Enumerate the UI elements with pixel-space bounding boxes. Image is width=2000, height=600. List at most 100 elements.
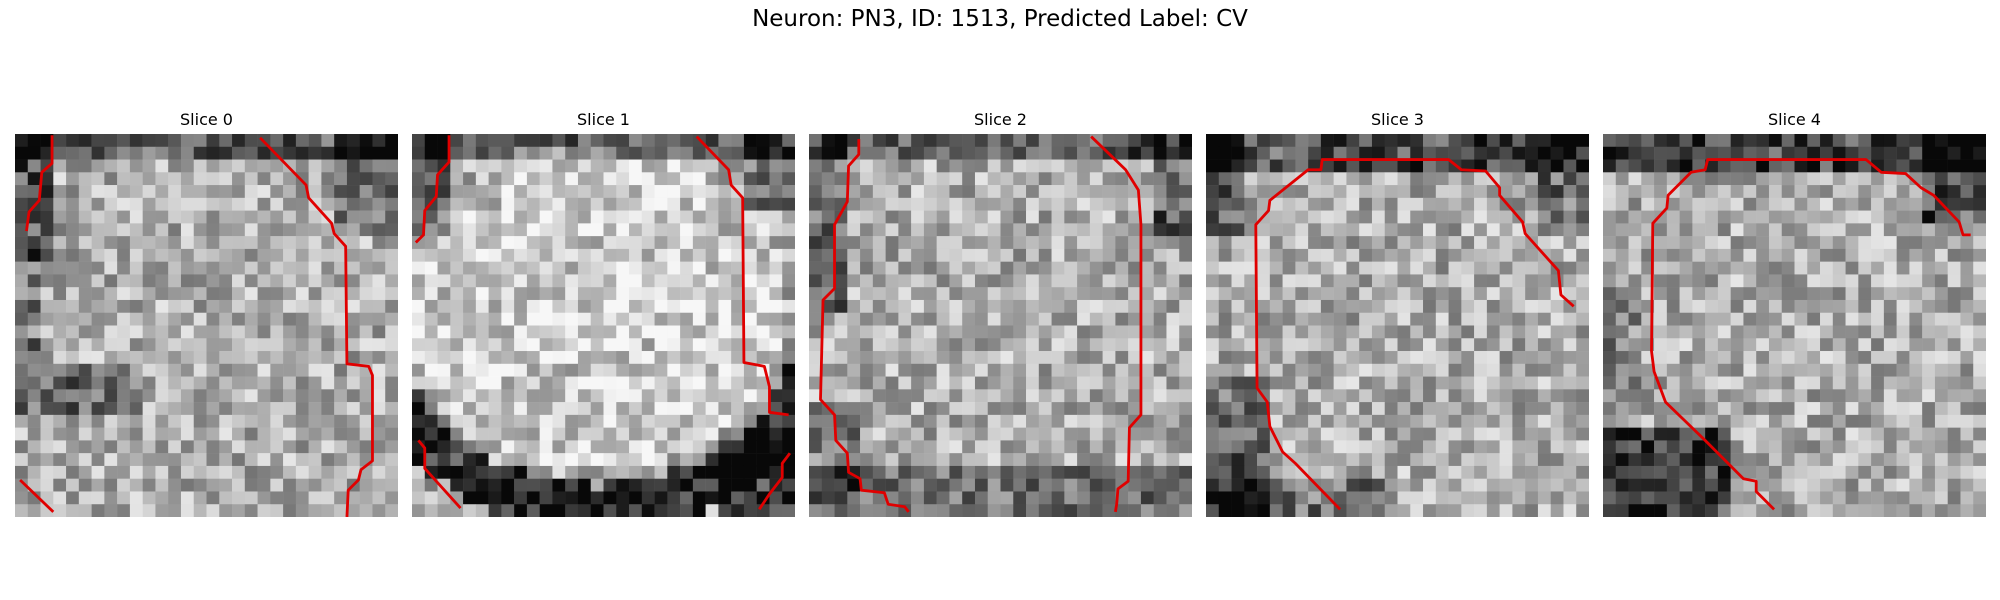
pixel [1064, 210, 1078, 224]
pixel [1947, 236, 1961, 250]
pixel [1666, 465, 1680, 479]
pixel [1743, 414, 1757, 428]
pixel [667, 287, 681, 301]
pixel [412, 504, 426, 517]
pixel [1064, 248, 1078, 262]
pixel [270, 172, 284, 186]
pixel [412, 338, 426, 352]
pixel [885, 338, 899, 352]
pixel [577, 325, 591, 339]
pixel [1461, 351, 1475, 365]
pixel [936, 402, 950, 416]
pixel [1845, 363, 1859, 377]
pixel [1320, 185, 1334, 199]
pixel [1794, 146, 1808, 160]
pixel [385, 261, 398, 275]
pixel [1666, 248, 1680, 262]
pixel [769, 440, 783, 454]
pixel [1499, 172, 1513, 186]
pixel [1641, 223, 1655, 237]
pixel [718, 478, 732, 492]
pixel [936, 453, 950, 467]
pixel [1896, 325, 1910, 339]
pixel [1166, 389, 1180, 403]
pixel [1499, 185, 1513, 199]
pixel [40, 274, 54, 288]
pixel [705, 351, 719, 365]
pixel [1051, 478, 1065, 492]
pixel [1231, 453, 1245, 467]
pixel [667, 210, 681, 224]
pixel [1486, 414, 1500, 428]
pixel [91, 197, 105, 211]
pixel [321, 440, 335, 454]
pixel [1051, 504, 1065, 517]
pixel [359, 325, 373, 339]
pixel [1320, 389, 1334, 403]
pixel [1934, 274, 1948, 288]
pixel [53, 453, 67, 467]
pixel [743, 159, 757, 173]
pixel [987, 146, 1001, 160]
pixel [641, 134, 655, 148]
pixel [1743, 389, 1757, 403]
pixel [552, 351, 566, 365]
pixel [1102, 210, 1116, 224]
pixel [1896, 465, 1910, 479]
pixel [1807, 274, 1821, 288]
pixel [1410, 159, 1424, 173]
pixel [206, 312, 220, 326]
pixel [180, 159, 194, 173]
pixel [514, 351, 528, 365]
pixel [78, 223, 92, 237]
pixel [705, 299, 719, 313]
slice-2-contours [819, 135, 1143, 513]
pixel [437, 440, 451, 454]
pixel [359, 210, 373, 224]
pixel [590, 325, 604, 339]
pixel [27, 389, 41, 403]
pixel [412, 197, 426, 211]
pixel [283, 427, 297, 441]
pixel [1166, 363, 1180, 377]
pixel [1794, 325, 1808, 339]
pixel [193, 185, 207, 199]
pixel [1166, 261, 1180, 275]
pixel [1461, 504, 1475, 517]
pixel [1845, 236, 1859, 250]
pixel [142, 210, 156, 224]
pixel [1537, 389, 1551, 403]
pixel [962, 351, 976, 365]
pixel [1077, 185, 1091, 199]
pixel [104, 248, 118, 262]
pixel [27, 172, 41, 186]
pixel [40, 172, 54, 186]
pixel [1206, 389, 1220, 403]
pixel [1269, 210, 1283, 224]
pixel [1051, 210, 1065, 224]
pixel [821, 478, 835, 492]
pixel [232, 363, 246, 377]
slice-1-image [412, 134, 795, 517]
pixel [168, 146, 182, 160]
pixel [372, 478, 386, 492]
pixel [731, 325, 745, 339]
pixel [295, 478, 309, 492]
pixel [1038, 402, 1052, 416]
pixel [936, 338, 950, 352]
pixel [1026, 172, 1040, 186]
pixel [1474, 261, 1488, 275]
pixel [1807, 197, 1821, 211]
pixel [180, 427, 194, 441]
pixel [1333, 159, 1347, 173]
pixel [1038, 172, 1052, 186]
pixel [412, 491, 426, 505]
pixel [463, 478, 477, 492]
pixel [603, 223, 617, 237]
pixel [1499, 440, 1513, 454]
pixel [1474, 146, 1488, 160]
pixel [424, 287, 438, 301]
pixel [718, 325, 732, 339]
pixel [385, 351, 398, 365]
pixel [743, 504, 757, 517]
